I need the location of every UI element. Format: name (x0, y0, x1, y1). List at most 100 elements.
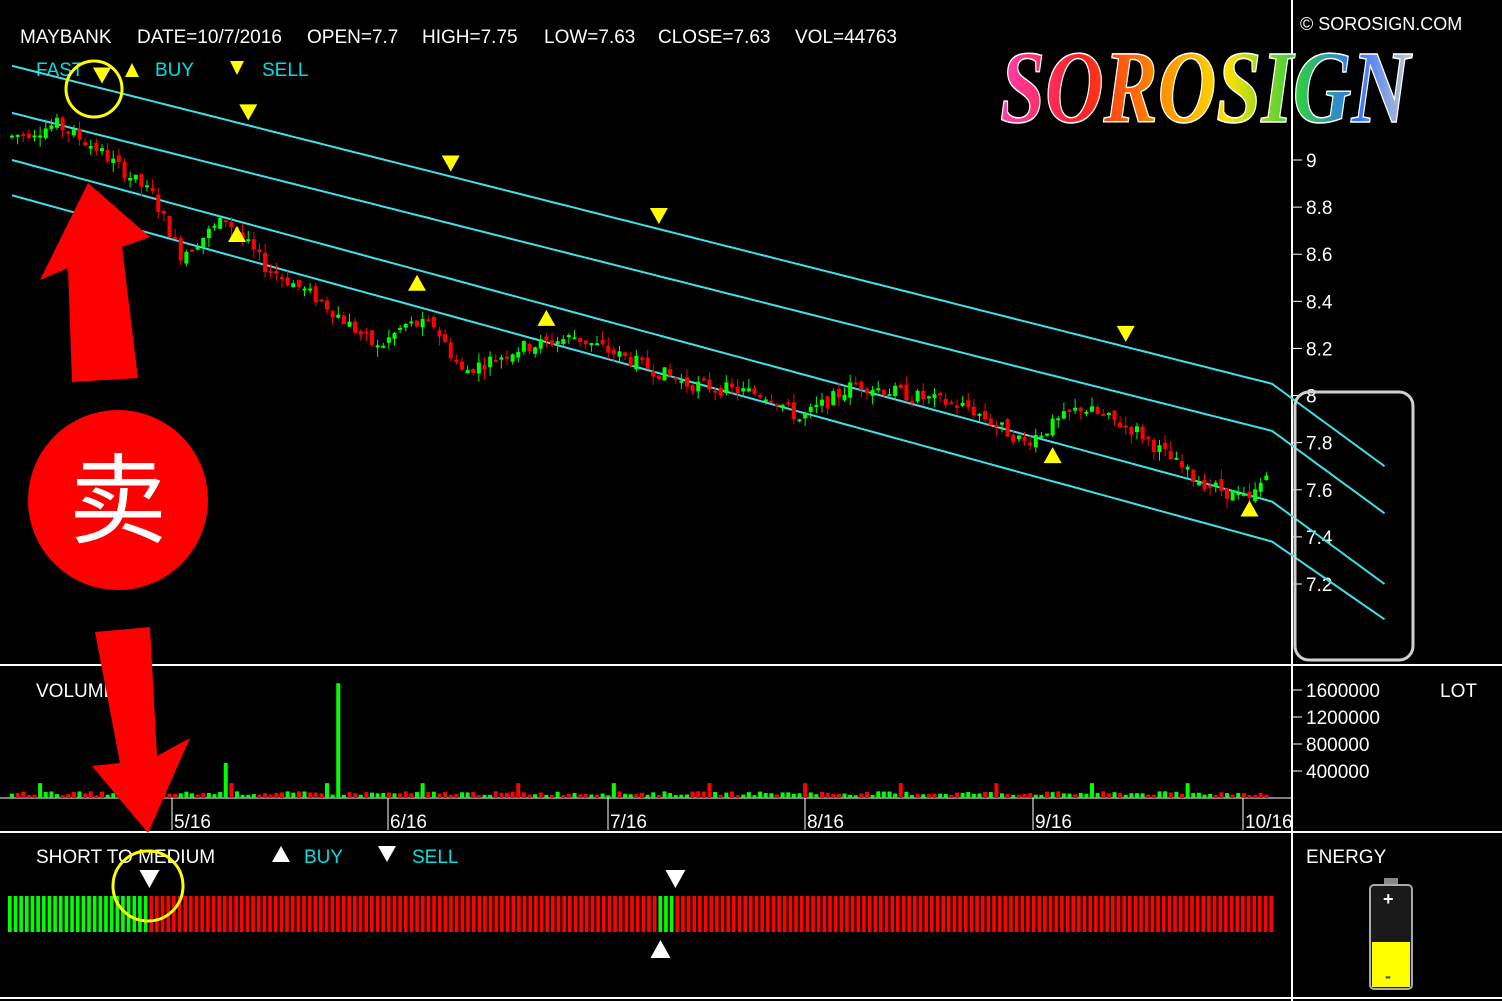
candle-body (769, 400, 774, 403)
trend-bar (658, 896, 663, 932)
volume-bar (685, 794, 689, 798)
volume-bar (105, 794, 110, 798)
trend-bar (1144, 896, 1149, 932)
trend-bar (890, 896, 895, 932)
trend-bar (432, 896, 436, 932)
trend-bar (1060, 896, 1064, 932)
candle-body (640, 357, 644, 360)
trend-bar (386, 896, 391, 932)
short-sell-highlight-circle (111, 849, 185, 923)
date-tick-label: 8/16 (807, 812, 844, 833)
sorosign-logo: SOROSIGN (999, 29, 1414, 146)
trend-bar (720, 896, 725, 932)
trend-bar (641, 896, 646, 932)
trend-bar (805, 896, 810, 932)
trend-bar (952, 896, 957, 932)
trend-bar (1133, 896, 1138, 932)
volume-bar (893, 793, 898, 798)
volume-bar (983, 791, 988, 798)
trend-bar (884, 896, 889, 932)
volume-bar (1090, 783, 1094, 798)
candle-body (116, 155, 121, 162)
candle-body (555, 341, 560, 345)
trend-bar (675, 896, 680, 932)
volume-bar (943, 793, 948, 798)
trend-bar (330, 896, 335, 932)
short-sell-legend-icon (378, 846, 396, 862)
volume-bar (1135, 793, 1139, 798)
volume-bar (887, 791, 892, 798)
volume-bar (66, 794, 71, 798)
candle-body (499, 357, 504, 360)
trend-bar (290, 896, 295, 932)
candle-body (206, 228, 211, 239)
trend-bar (1195, 896, 1200, 932)
candle-body (724, 382, 729, 394)
candle-body (876, 388, 881, 391)
trend-bar (647, 896, 651, 932)
candle-body (932, 394, 937, 398)
trend-bar (13, 896, 18, 932)
trend-bar (307, 896, 312, 932)
buy-signal-icon (228, 225, 246, 242)
trend-bar (24, 896, 29, 932)
candle-body (533, 347, 538, 354)
volume-bar (1095, 792, 1100, 798)
candle-body (651, 371, 656, 377)
copyright-label: © SOROSIGN.COM (1300, 14, 1462, 34)
candle-body (763, 399, 768, 402)
volume-bar (926, 794, 931, 798)
sell-signal-icon (649, 208, 668, 225)
trend-bar (1173, 896, 1177, 932)
trend-bar (409, 896, 414, 932)
trend-bar (635, 896, 640, 932)
volume-bar (280, 792, 284, 798)
candle-body (566, 335, 571, 338)
trend-bar (505, 896, 510, 932)
volume-bar (1000, 793, 1004, 798)
trend-bar (347, 896, 352, 932)
candle-body (291, 283, 296, 288)
volume-bar (724, 792, 729, 798)
candle-body (943, 398, 948, 405)
signal-markers (93, 67, 1259, 517)
candle-body (786, 402, 791, 405)
volume-bar (308, 792, 313, 798)
trend-bar (975, 896, 979, 932)
volume-bar (814, 794, 819, 798)
trend-bar (1003, 896, 1008, 932)
trend-bar (958, 896, 962, 932)
volume-bar (1146, 794, 1151, 798)
candle-body (1230, 490, 1235, 501)
trend-bar (313, 896, 318, 932)
buy-legend-icon (125, 63, 139, 77)
volume-bar (499, 792, 504, 798)
volume-bar (600, 793, 605, 798)
candle-body (83, 142, 88, 146)
candle-body (679, 380, 684, 383)
candle-body (735, 386, 740, 394)
candle-body (454, 359, 459, 363)
volume-bar (167, 793, 172, 798)
candle-body (251, 239, 256, 250)
trend-bar (601, 896, 606, 932)
sell-annotation: 卖 (28, 183, 208, 833)
candle-body (983, 410, 988, 420)
volume-bar (521, 792, 526, 798)
candle-body (364, 331, 369, 334)
volume-bar (707, 783, 712, 798)
candle-body (645, 357, 650, 369)
candle-body (752, 388, 757, 395)
candle-body (550, 340, 554, 345)
candle-body (26, 133, 31, 139)
volume-bar (955, 792, 959, 798)
volume-bar (988, 792, 993, 798)
volume-bar (640, 792, 644, 798)
buy-legend-label: BUY (155, 60, 194, 81)
candle-body (746, 388, 751, 392)
candle-body (21, 134, 26, 137)
trend-bar (53, 896, 57, 932)
candle-body (161, 210, 166, 214)
trend-bar (19, 896, 23, 932)
